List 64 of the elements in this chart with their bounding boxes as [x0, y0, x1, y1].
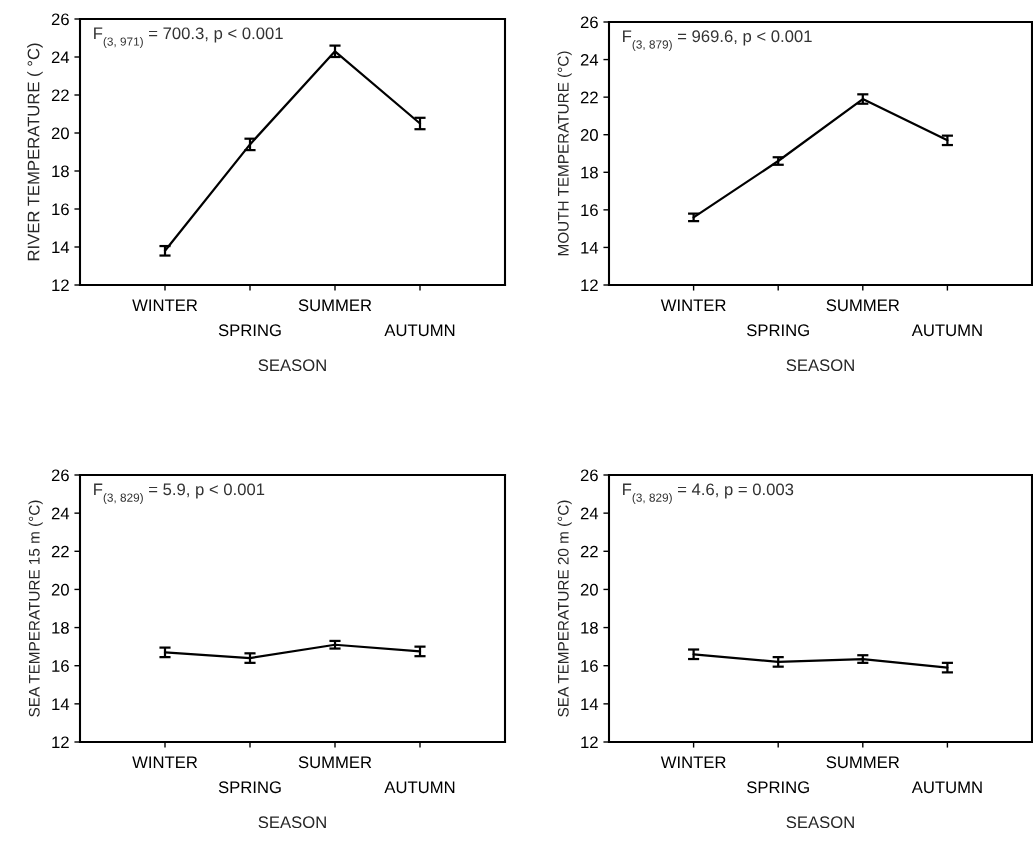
- y-tick-label: 18: [52, 165, 69, 178]
- x-tick-label: WINTER: [660, 756, 726, 768]
- x-axis-title: SEASON: [786, 816, 854, 829]
- y-tick-label: 22: [580, 91, 598, 104]
- y-tick-label: 22: [51, 545, 69, 558]
- x-tick-label: SUMMER: [298, 756, 372, 769]
- x-tick-label: SUMMER: [298, 299, 372, 312]
- y-tick-label: 22: [51, 89, 69, 102]
- annotation: F(3, 971) = 700.3, p < 0.001: [94, 27, 283, 49]
- y-tick-label: 16: [581, 204, 598, 217]
- y-tick-label: 20: [51, 127, 69, 140]
- y-tick-label: 20: [580, 583, 598, 596]
- y-tick-label: 24: [51, 51, 70, 64]
- line-series: [163, 50, 422, 252]
- y-axis-title: SEA TEMPERATURE 15 m (°C): [28, 500, 43, 717]
- y-tick-label: 12: [581, 736, 598, 749]
- x-tick-label: WINTER: [660, 299, 726, 311]
- x-tick-label: SPRING: [747, 324, 809, 337]
- y-tick-label: 18: [581, 166, 598, 179]
- x-tick-label: WINTER: [132, 756, 198, 768]
- annotation: F(3, 879) = 969.6, p < 0.001: [623, 30, 812, 51]
- y-tick-label: 24: [580, 53, 599, 66]
- annotation: F(3, 829) = 5.9, p < 0.001: [94, 483, 265, 505]
- y-tick-label: 16: [52, 660, 69, 672]
- y-tick-label: 24: [580, 507, 599, 520]
- annotation: F(3, 829) = 4.6, p = 0.003: [623, 483, 794, 505]
- x-tick-label: SUMMER: [826, 756, 900, 769]
- y-tick-label: 26: [580, 16, 598, 29]
- y-tick-label: 18: [581, 621, 598, 634]
- y-tick-label: 26: [51, 13, 69, 26]
- y-tick-label: 12: [581, 279, 598, 292]
- x-tick-label: AUTUMN: [384, 324, 455, 337]
- y-tick-label: 18: [52, 621, 69, 634]
- x-tick-label: SPRING: [218, 324, 281, 337]
- y-axis-title: RIVER TEMPERATURE ( °C): [27, 43, 43, 261]
- y-tick-label: 16: [581, 660, 598, 672]
- y-tick-label: 14: [52, 698, 70, 710]
- line-series: [692, 653, 949, 669]
- y-axis-title: SEA TEMPERATURE 20 m (°C): [557, 500, 572, 717]
- y-tick-label: 16: [52, 203, 69, 216]
- y-tick-label: 14: [52, 241, 70, 254]
- y-axis-title: MOUTH TEMPERATURE (°C): [557, 51, 572, 256]
- line-series: [692, 97, 949, 219]
- x-tick-label: WINTER: [132, 299, 198, 311]
- x-axis-title: SEASON: [258, 359, 326, 372]
- y-tick-label: 20: [580, 129, 598, 141]
- x-axis-title: SEASON: [258, 816, 326, 829]
- y-tick-label: 20: [51, 583, 69, 596]
- x-tick-label: AUTUMN: [911, 324, 982, 337]
- y-tick-label: 12: [52, 279, 69, 292]
- x-tick-label: SPRING: [747, 781, 809, 794]
- x-tick-label: AUTUMN: [384, 781, 455, 794]
- x-tick-label: AUTUMN: [911, 781, 982, 794]
- y-tick-label: 12: [52, 736, 69, 749]
- y-tick-label: 22: [580, 545, 598, 558]
- line-series: [163, 643, 422, 660]
- x-tick-label: SUMMER: [826, 299, 900, 312]
- y-tick-label: 24: [51, 507, 70, 520]
- y-tick-label: 26: [580, 469, 598, 482]
- y-tick-label: 14: [581, 698, 599, 710]
- y-tick-label: 26: [51, 469, 69, 482]
- y-tick-label: 14: [581, 242, 599, 254]
- x-axis-title: SEASON: [786, 359, 854, 372]
- x-tick-label: SPRING: [218, 781, 281, 794]
